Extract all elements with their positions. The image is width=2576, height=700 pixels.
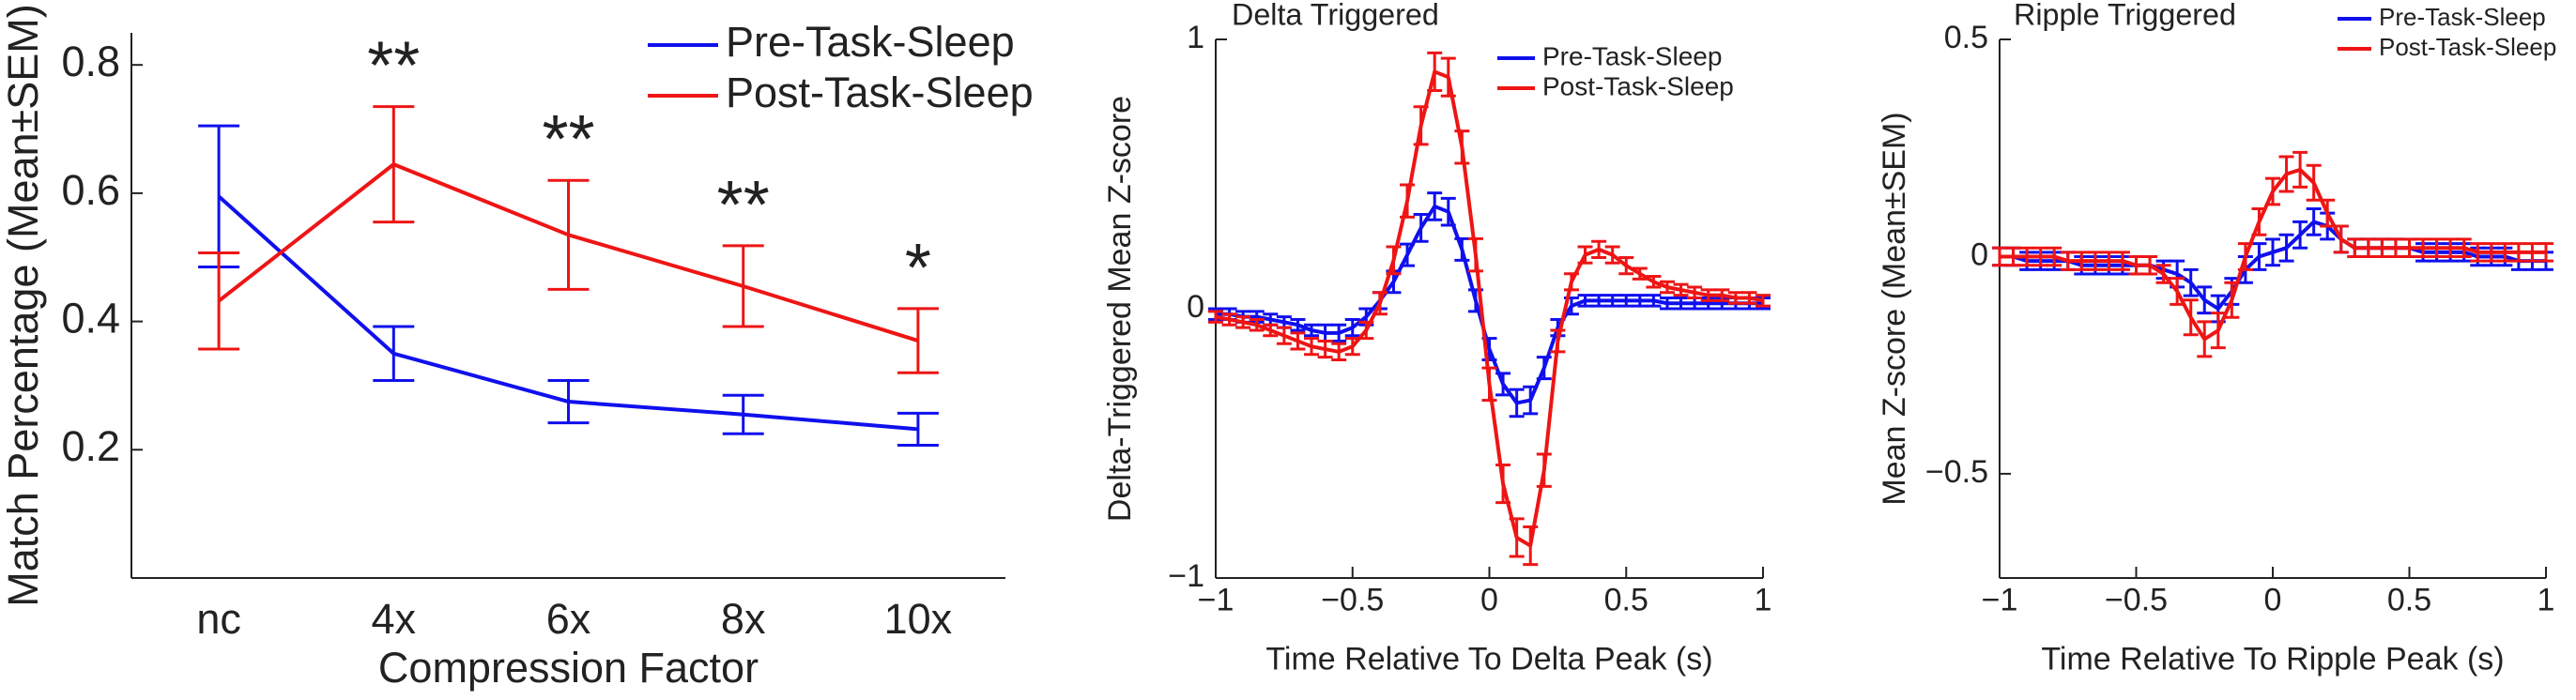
y-tick-label: 0.6 bbox=[61, 166, 120, 214]
legend-label: Pre-Task-Sleep bbox=[2379, 3, 2546, 31]
y-tick-label: −1 bbox=[1168, 558, 1204, 594]
significance-label: ** bbox=[367, 29, 420, 104]
legend-label: Post-Task-Sleep bbox=[1542, 71, 1734, 100]
x-tick-label: 8x bbox=[721, 595, 766, 643]
series-line bbox=[2000, 220, 2546, 311]
x-tick-label: 0 bbox=[2264, 582, 2282, 617]
x-tick-label: 4x bbox=[372, 595, 417, 643]
x-tick-label: −0.5 bbox=[1321, 582, 1384, 617]
chart-title: Delta Triggered bbox=[1232, 0, 1439, 32]
x-tick-label: 1 bbox=[1755, 582, 1772, 617]
y-tick-label: 0 bbox=[1187, 289, 1204, 325]
chart-title: Ripple Triggered bbox=[2014, 0, 2236, 32]
x-tick-label: −1 bbox=[1198, 582, 1234, 617]
y-tick-label: −0.5 bbox=[1925, 454, 1988, 490]
legend-label: Pre-Task-Sleep bbox=[726, 18, 1015, 66]
legend-label: Post-Task-Sleep bbox=[726, 68, 1034, 116]
series-line bbox=[217, 194, 919, 432]
y-tick-label: 1 bbox=[1187, 20, 1204, 55]
error-bar bbox=[897, 411, 939, 448]
x-tick-label: 1 bbox=[2538, 582, 2555, 617]
x-tick-label: 0.5 bbox=[1604, 582, 1648, 617]
y-axis-label: Delta-Triggered Mean Z-score bbox=[1102, 96, 1138, 522]
x-tick-label: 10x bbox=[884, 595, 953, 643]
y-tick-label: 0.4 bbox=[61, 294, 120, 342]
significance-label: ** bbox=[542, 102, 594, 177]
y-tick-label: 0 bbox=[1970, 236, 1988, 272]
error-bar bbox=[897, 307, 939, 374]
series-line bbox=[1215, 69, 1764, 548]
significance-label: * bbox=[905, 231, 931, 306]
x-axis-label: Time Relative To Ripple Peak (s) bbox=[2041, 641, 2504, 677]
series-line bbox=[2000, 167, 2546, 342]
x-tick-label: −1 bbox=[1982, 582, 2018, 617]
y-axis-label: Match Percentage (Mean±SEM) bbox=[0, 4, 47, 606]
y-tick-label: 0.8 bbox=[61, 38, 120, 85]
y-tick-label: 0.5 bbox=[1944, 20, 1988, 55]
x-tick-label: nc bbox=[196, 595, 241, 643]
x-tick-label: −0.5 bbox=[2105, 582, 2168, 617]
legend-label: Pre-Task-Sleep bbox=[1542, 41, 1722, 70]
x-axis-label: Compression Factor bbox=[378, 644, 759, 692]
x-tick-label: 0 bbox=[1480, 582, 1498, 617]
y-axis-label: Mean Z-score (Mean±SEM) bbox=[1877, 112, 1912, 505]
series-line bbox=[1216, 204, 1763, 405]
legend-label: Post-Task-Sleep bbox=[2379, 33, 2556, 61]
y-tick-label: 0.2 bbox=[61, 422, 120, 470]
significance-label: ** bbox=[717, 168, 770, 243]
x-axis-label: Time Relative To Delta Peak (s) bbox=[1265, 641, 1712, 677]
x-tick-label: 6x bbox=[546, 595, 591, 643]
x-tick-label: 0.5 bbox=[2387, 582, 2431, 617]
error-bar bbox=[198, 124, 240, 268]
series-line bbox=[217, 162, 919, 342]
